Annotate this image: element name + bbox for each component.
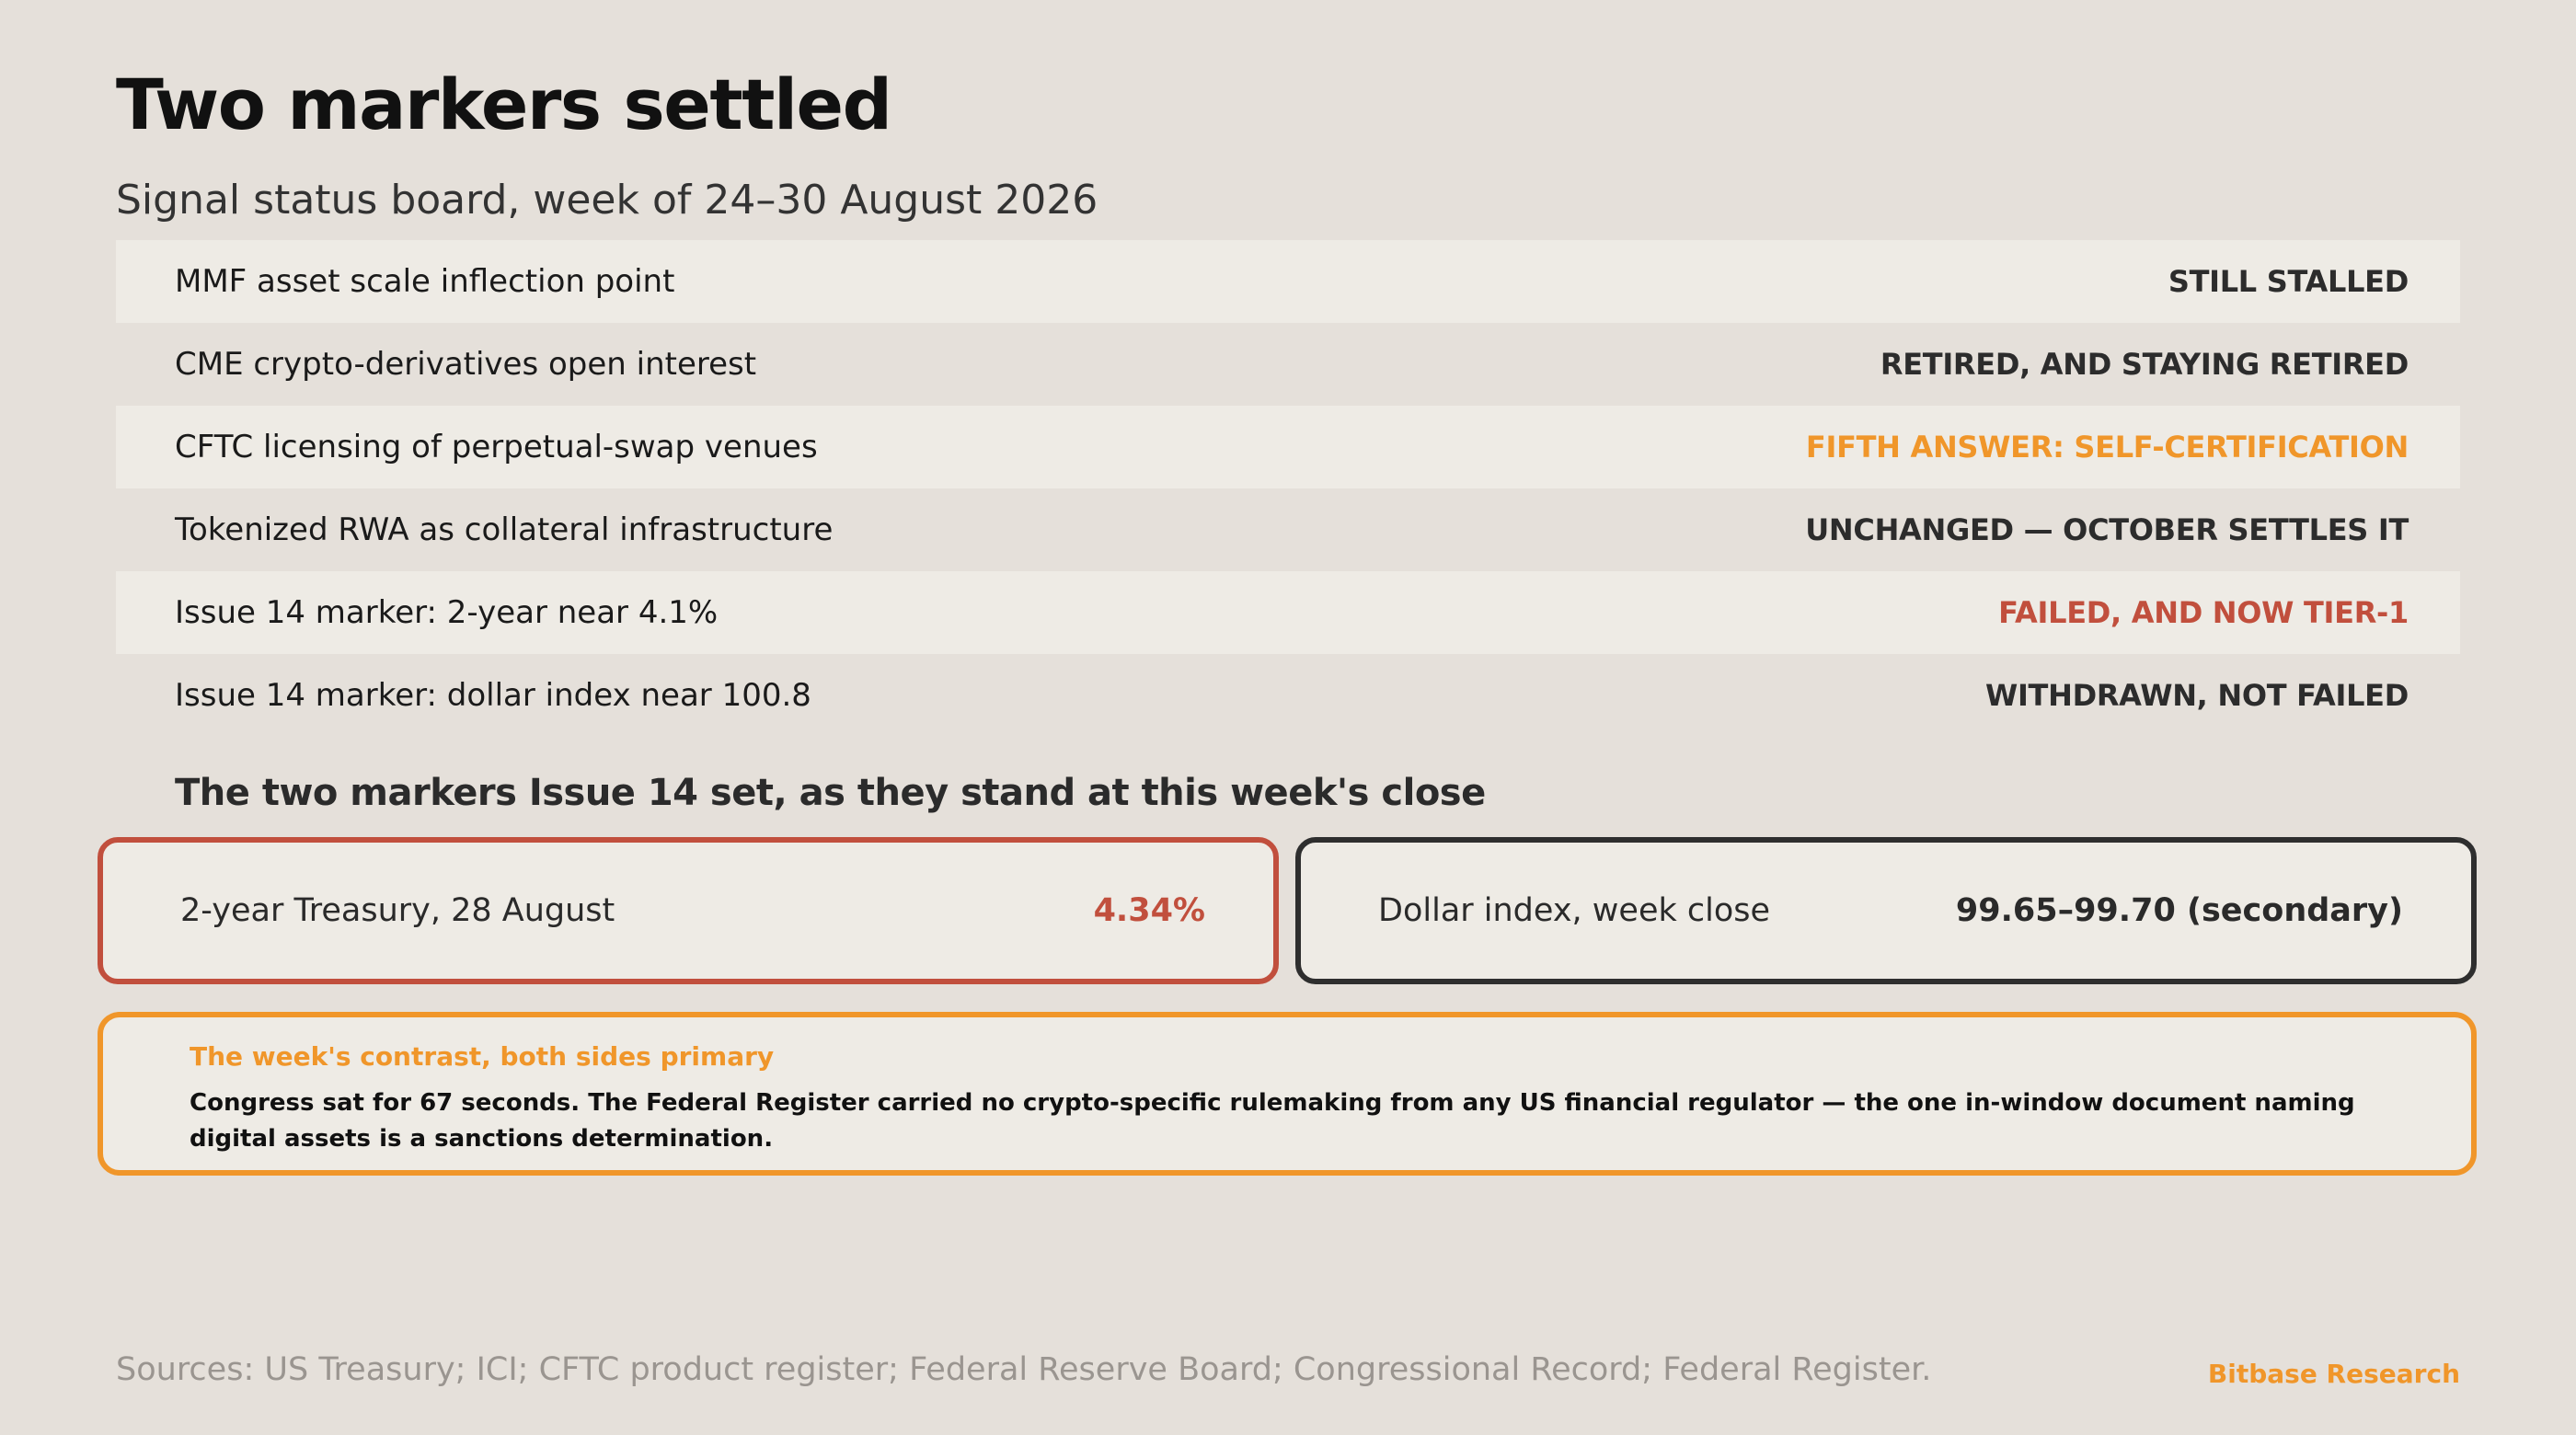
status-row-label: CFTC licensing of perpetual-swap venues [175,429,818,465]
page-subtitle: Signal status board, week of 24–30 Augus… [116,177,1098,224]
treasury-marker-card: 2-year Treasury, 28 August 4.34% [98,837,1279,984]
status-row-label: Issue 14 marker: 2-year near 4.1% [175,594,719,631]
status-row-value: UNCHANGED — OCTOBER SETTLES IT [1805,512,2409,547]
dollar-marker-card: Dollar index, week close 99.65–99.70 (se… [1295,837,2477,984]
brand-label: Bitbase Research [2207,1359,2460,1389]
contrast-body: Congress sat for 67 seconds. The Federal… [190,1088,2355,1153]
contrast-title: The week's contrast, both sides primary [190,1041,775,1072]
status-row-value: RETIRED, AND STAYING RETIRED [1880,347,2409,382]
status-row-value: FIFTH ANSWER: SELF-CERTIFICATION [1805,430,2409,465]
status-row-value: WITHDRAWN, NOT FAILED [1984,678,2409,713]
status-row-label: Issue 14 marker: dollar index near 100.8 [175,677,811,714]
status-row-label: CME crypto-derivatives open interest [175,346,757,383]
dollar-marker-value: 99.65–99.70 (secondary) [1955,892,2403,929]
status-row-label: Tokenized RWA as collateral infrastructu… [175,511,834,548]
status-row-cftc: CFTC licensing of perpetual-swap venues … [116,406,2460,488]
contrast-callout: The week's contrast, both sides primary … [98,1012,2477,1176]
status-row-label: MMF asset scale inflection point [175,263,675,300]
dollar-marker-label: Dollar index, week close [1378,892,1771,929]
status-row-rwa: Tokenized RWA as collateral infrastructu… [116,488,2460,571]
status-row-value: FAILED, AND NOW TIER-1 [1998,595,2409,630]
markers-heading: The two markers Issue 14 set, as they st… [175,772,1486,814]
status-row-mmf: MMF asset scale inflection point STILL S… [116,240,2460,323]
page-title: Two markers settled [116,63,892,145]
status-row-two-year: Issue 14 marker: 2-year near 4.1% FAILED… [116,571,2460,654]
treasury-marker-label: 2-year Treasury, 28 August [180,892,615,929]
signal-status-board: MMF asset scale inflection point STILL S… [116,240,2460,737]
status-row-cme: CME crypto-derivatives open interest RET… [116,323,2460,406]
status-row-value: STILL STALLED [2168,264,2409,299]
treasury-marker-value: 4.34% [1093,892,1205,929]
status-row-dollar-index: Issue 14 marker: dollar index near 100.8… [116,654,2460,737]
sources-note: Sources: US Treasury; ICI; CFTC product … [116,1351,1932,1388]
